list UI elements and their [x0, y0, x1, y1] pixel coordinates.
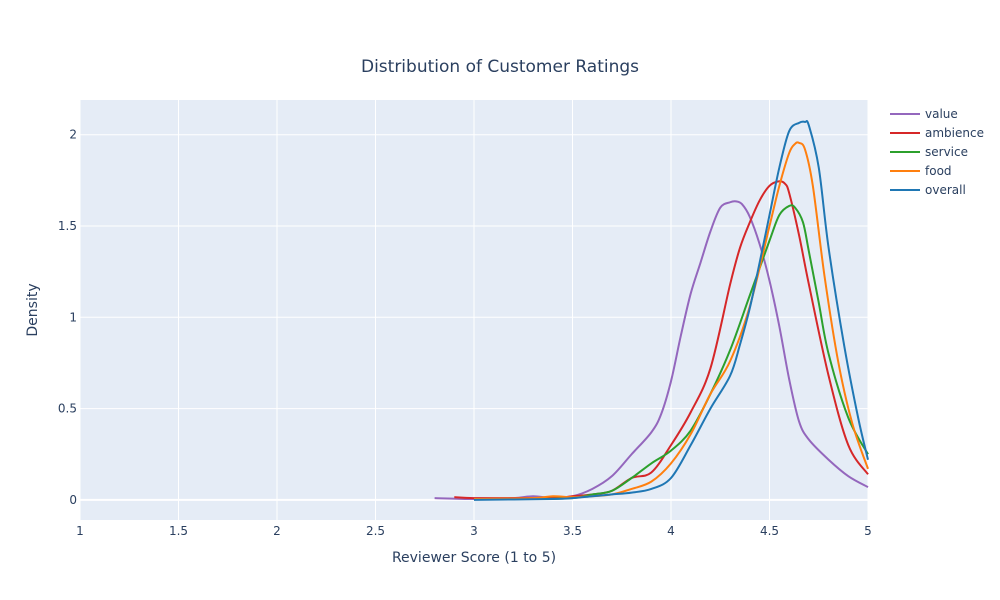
legend-label: food	[925, 164, 952, 178]
series-line-service	[473, 204, 869, 501]
y-tick-label: 1	[69, 310, 77, 324]
x-tick-label: 1.5	[169, 524, 188, 538]
x-tick-label: 5	[864, 524, 872, 538]
legend-label: ambience	[925, 126, 984, 140]
series-layer	[434, 120, 869, 501]
y-tick-label: 1.5	[58, 219, 77, 233]
x-tick-label: 3	[470, 524, 478, 538]
y-tick-label: 0	[69, 493, 77, 507]
y-axis-ticks: 0 0.5 1 1.5 2	[58, 128, 77, 507]
x-tick-label: 1	[76, 524, 84, 538]
legend: value ambience service food overall	[890, 107, 984, 197]
y-tick-label: 2	[69, 128, 77, 142]
y-tick-label: 0.5	[58, 402, 77, 416]
legend-label: value	[925, 107, 958, 121]
x-tick-label: 2	[273, 524, 281, 538]
x-tick-label: 2.5	[366, 524, 385, 538]
legend-item-value[interactable]: value	[890, 107, 958, 121]
legend-item-service[interactable]: service	[890, 145, 968, 159]
legend-item-food[interactable]: food	[890, 164, 952, 178]
x-tick-label: 3.5	[563, 524, 582, 538]
legend-item-overall[interactable]: overall	[890, 183, 966, 197]
x-tick-label: 4	[667, 524, 675, 538]
x-tick-label: 4.5	[760, 524, 779, 538]
x-axis-ticks: 1 1.5 2 2.5 3 3.5 4 4.5 5	[76, 524, 872, 538]
y-axis-title: Density	[25, 283, 41, 336]
legend-item-ambience[interactable]: ambience	[890, 126, 984, 140]
legend-label: service	[925, 145, 968, 159]
legend-label: overall	[925, 183, 966, 197]
x-axis-title: Reviewer Score (1 to 5)	[392, 550, 556, 566]
series-line-overall	[473, 120, 869, 501]
chart-title: Distribution of Customer Ratings	[361, 57, 639, 77]
